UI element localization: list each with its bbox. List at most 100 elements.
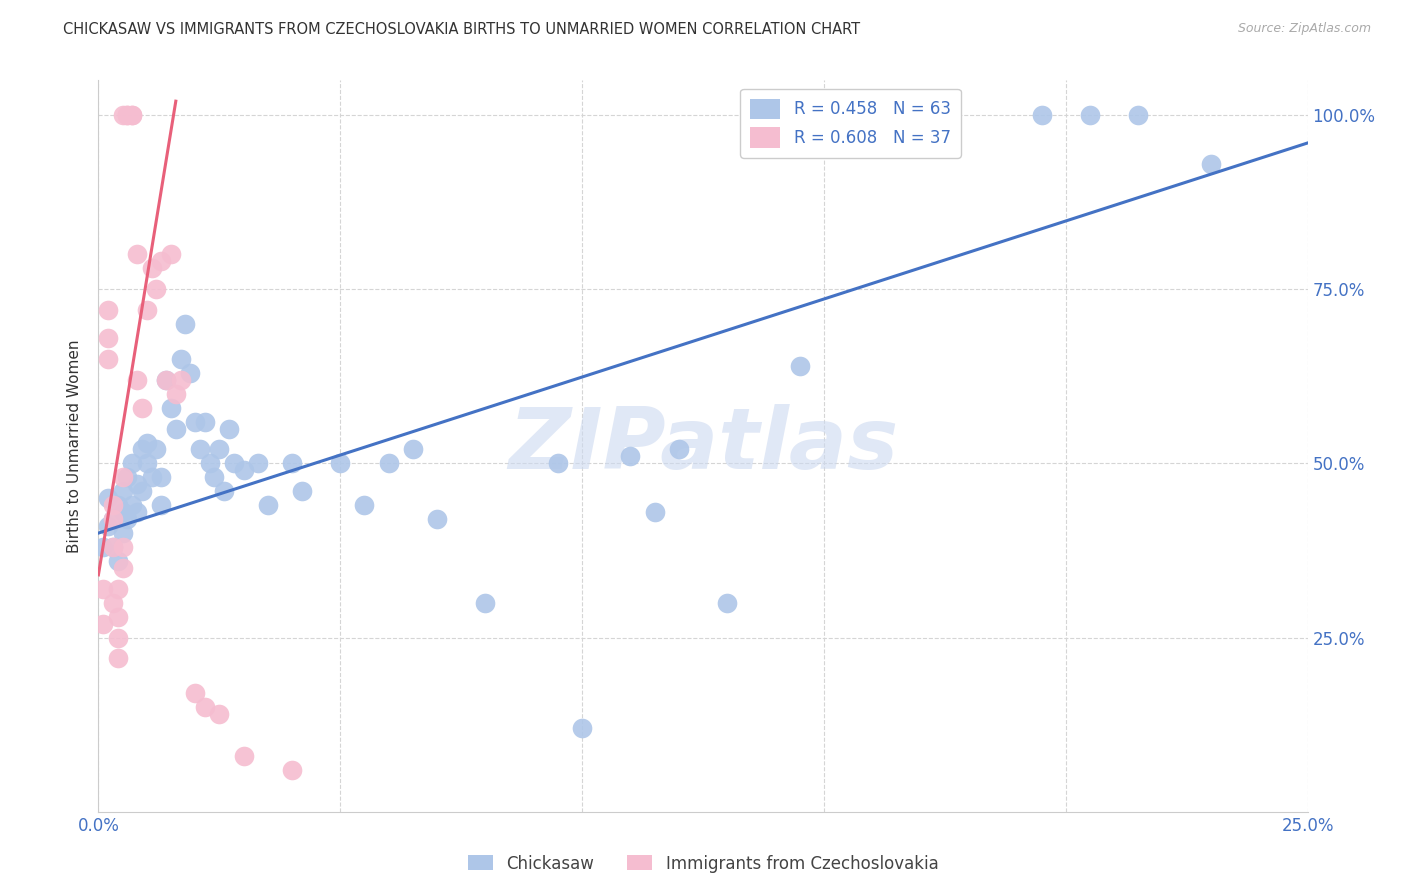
Point — [97, 331, 120, 345]
Point — [107, 554, 129, 568]
Point — [101, 512, 124, 526]
Point — [135, 303, 157, 318]
Point — [97, 303, 120, 318]
Point — [101, 596, 124, 610]
Point — [121, 108, 143, 122]
Point — [165, 421, 187, 435]
Point — [107, 609, 129, 624]
Point — [111, 526, 134, 541]
Point — [141, 261, 163, 276]
Point — [107, 498, 129, 512]
Point — [571, 721, 593, 735]
Point — [91, 540, 114, 554]
Point — [107, 582, 129, 596]
Point — [107, 631, 129, 645]
Legend: R = 0.458   N = 63, R = 0.608   N = 37: R = 0.458 N = 63, R = 0.608 N = 37 — [741, 88, 960, 158]
Point — [184, 686, 207, 700]
Point — [131, 401, 153, 415]
Point — [644, 505, 666, 519]
Point — [150, 470, 173, 484]
Text: ZIPatlas: ZIPatlas — [508, 404, 898, 488]
Point — [247, 457, 270, 471]
Point — [121, 108, 143, 122]
Point — [179, 366, 201, 380]
Point — [232, 749, 254, 764]
Point — [281, 457, 304, 471]
Point — [290, 484, 312, 499]
Point — [127, 247, 149, 261]
Point — [121, 457, 143, 471]
Point — [194, 700, 217, 714]
Point — [353, 498, 375, 512]
Point — [111, 561, 134, 575]
Point — [131, 442, 153, 457]
Y-axis label: Births to Unmarried Women: Births to Unmarried Women — [67, 339, 83, 553]
Point — [474, 596, 496, 610]
Point — [1078, 108, 1101, 122]
Point — [232, 463, 254, 477]
Point — [165, 386, 187, 401]
Point — [117, 108, 139, 122]
Point — [155, 373, 177, 387]
Point — [101, 540, 124, 554]
Point — [281, 763, 304, 777]
Text: CHICKASAW VS IMMIGRANTS FROM CZECHOSLOVAKIA BIRTHS TO UNMARRIED WOMEN CORRELATIO: CHICKASAW VS IMMIGRANTS FROM CZECHOSLOVA… — [63, 22, 860, 37]
Point — [150, 254, 173, 268]
Point — [111, 540, 134, 554]
Point — [155, 373, 177, 387]
Point — [208, 707, 231, 722]
Point — [107, 651, 129, 665]
Point — [174, 317, 197, 331]
Point — [212, 484, 235, 499]
Point — [402, 442, 425, 457]
Point — [169, 351, 191, 366]
Point — [426, 512, 449, 526]
Point — [169, 373, 191, 387]
Point — [194, 415, 217, 429]
Point — [97, 491, 120, 506]
Point — [934, 108, 956, 122]
Point — [97, 519, 120, 533]
Legend: Chickasaw, Immigrants from Czechoslovakia: Chickasaw, Immigrants from Czechoslovaki… — [461, 848, 945, 880]
Point — [141, 470, 163, 484]
Point — [198, 457, 221, 471]
Point — [208, 442, 231, 457]
Point — [668, 442, 690, 457]
Point — [131, 484, 153, 499]
Point — [188, 442, 211, 457]
Point — [150, 498, 173, 512]
Point — [256, 498, 278, 512]
Point — [117, 470, 139, 484]
Point — [160, 247, 183, 261]
Point — [547, 457, 569, 471]
Point — [160, 401, 183, 415]
Point — [101, 512, 124, 526]
Point — [619, 450, 641, 464]
Point — [111, 470, 134, 484]
Point — [204, 470, 226, 484]
Point — [329, 457, 352, 471]
Point — [135, 457, 157, 471]
Point — [121, 498, 143, 512]
Point — [789, 359, 811, 373]
Point — [97, 351, 120, 366]
Point — [127, 505, 149, 519]
Point — [1031, 108, 1053, 122]
Point — [145, 282, 167, 296]
Point — [127, 373, 149, 387]
Point — [101, 540, 124, 554]
Point — [127, 477, 149, 491]
Point — [91, 616, 114, 631]
Point — [1199, 157, 1222, 171]
Point — [145, 442, 167, 457]
Point — [111, 505, 134, 519]
Point — [184, 415, 207, 429]
Point — [111, 484, 134, 499]
Point — [101, 498, 124, 512]
Point — [837, 108, 859, 122]
Point — [218, 421, 240, 435]
Point — [377, 457, 399, 471]
Point — [716, 596, 738, 610]
Point — [222, 457, 245, 471]
Point — [111, 108, 134, 122]
